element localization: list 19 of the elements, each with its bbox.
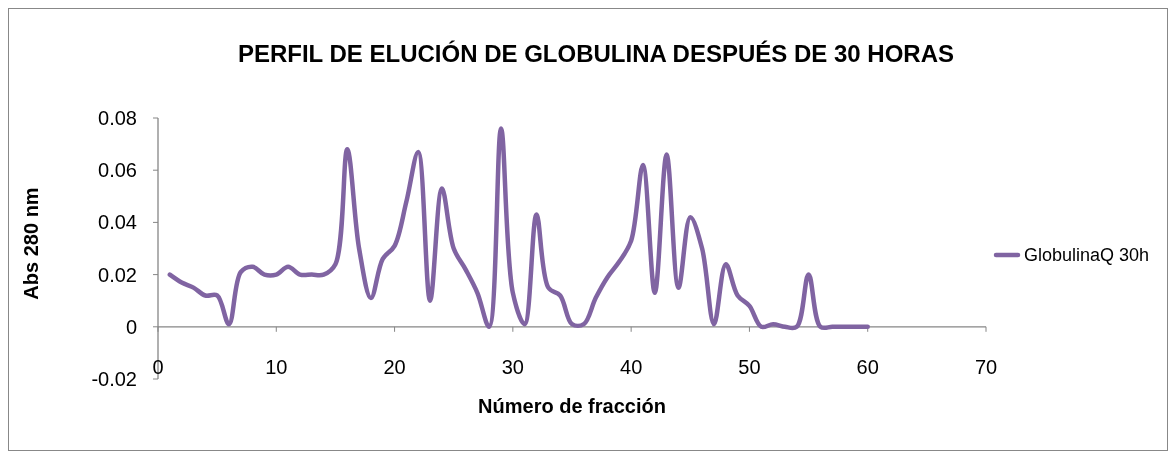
y-tick-label: 0.08: [98, 107, 137, 129]
y-tick-label: 0: [125, 315, 137, 338]
x-tick-label: 60: [856, 356, 879, 378]
y-tick-label: -0.02: [91, 368, 137, 390]
x-tick-label: 20: [383, 356, 406, 378]
x-tick-label: 10: [265, 356, 288, 378]
y-tick-label: 0.06: [98, 159, 137, 182]
x-tick-label: 0: [152, 356, 164, 378]
x-tick-label: 30: [501, 356, 524, 378]
y-tick-label: 0.02: [98, 263, 137, 286]
y-axis-title: Abs 280 nm: [20, 187, 42, 300]
chart-title: PERFIL DE ELUCIÓN DE GLOBULINA DESPUÉS DE 30 HORAS: [237, 40, 955, 67]
line-series: [167, 126, 870, 330]
x-tick-label: 40: [620, 356, 643, 378]
y-tick-label: 0.04: [98, 211, 137, 234]
x-axis-title: Número de fracción: [478, 395, 666, 417]
legend-label: GlobulinaQ 30h: [1024, 245, 1150, 266]
x-tick-label: 50: [738, 356, 761, 378]
x-tick-label: 70: [974, 356, 998, 378]
